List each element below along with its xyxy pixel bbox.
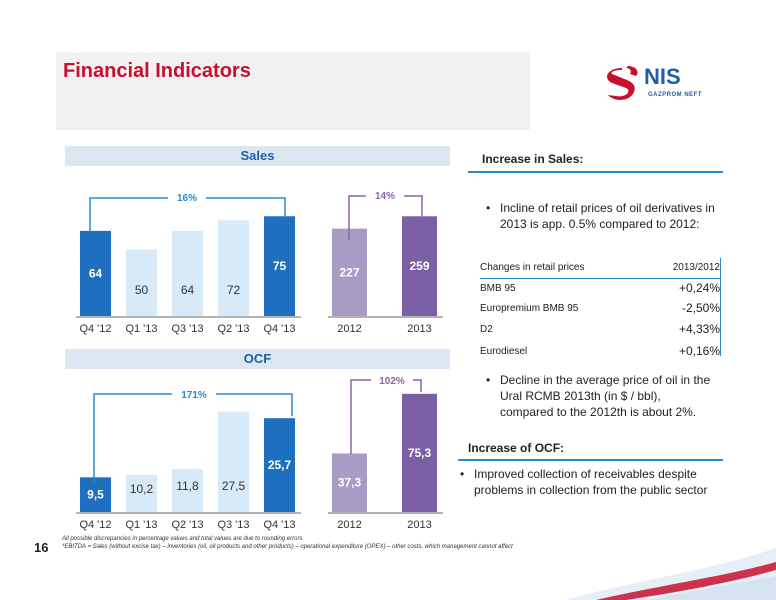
footnote: All possible discrepancies in percentage… — [62, 536, 522, 551]
category-label: 2012 — [337, 519, 361, 531]
bar — [402, 216, 437, 316]
ocf-quarterly-chart: 9,5 Q4 '12 10,2 Q1 '13 11,8 Q2 '13 27,5 Q3 '13 2… — [76, 411, 301, 531]
bar — [80, 230, 111, 316]
nis-logo-mark-icon — [607, 66, 638, 100]
bar — [218, 220, 249, 316]
category-label: Q1 '13 — [125, 323, 157, 335]
sales-title-divider — [468, 171, 723, 173]
sales-growth-bracket-yearly: 14% — [348, 187, 423, 240]
sales-bullet-oil-price: Decline in the average price of oil in t… — [486, 372, 715, 420]
sales-header-label: Sales — [240, 148, 275, 163]
category-label: Q1 '13 — [125, 519, 157, 531]
footnote-ebitda: *EBITDA = Sales (without excise tax) – i… — [62, 543, 513, 550]
corner-swoosh-decoration — [566, 548, 776, 600]
bar-value-label: 37,3 — [338, 476, 362, 490]
ocf-chart: 9,5 Q4 '12 10,2 Q1 '13 11,8 Q2 '13 27,5 Q3 '13 2… — [76, 372, 443, 531]
bar-value-label: 10,2 — [130, 482, 154, 496]
sales-growth-bracket-quarterly: 16% — [89, 189, 286, 232]
ocf-bullet-collection: Improved collection of receivables despi… — [460, 466, 719, 498]
ocf-header-label: OCF — [243, 351, 272, 366]
bar-value-label: 75,3 — [408, 446, 432, 460]
bar-value-label: 11,8 — [176, 479, 199, 493]
bar — [332, 228, 367, 316]
table-header-left: Changes in retail prices — [480, 262, 585, 274]
footnote-rounding: All possible discrepancies in percentage… — [62, 536, 303, 542]
page-title: Financial Indicators — [63, 60, 251, 82]
category-label: Q4 '12 — [79, 323, 111, 335]
ocf-yearly-chart: 37,3 2012 75,3 2013 — [328, 393, 443, 531]
category-label: Q3 '13 — [171, 323, 203, 335]
retail-price-table: Changes in retail prices 2013/2012 BMB 9… — [480, 258, 720, 362]
bar — [218, 411, 249, 512]
ocf-growth-bracket-yearly: 102% — [350, 372, 422, 454]
bar-value-label: 75 — [273, 259, 287, 273]
table-row-label: Europremium BMB 95 — [480, 302, 579, 314]
sales-growth-quarterly-label: 16% — [177, 193, 197, 204]
page-number: 16 — [34, 540, 49, 555]
ocf-header: OCF — [65, 349, 450, 369]
table-row-label: Eurodiesel — [480, 345, 528, 357]
category-label: Q4 '13 — [263, 519, 295, 531]
table-row-value: -2,50% — [681, 301, 720, 315]
title-banner — [56, 52, 530, 130]
logo-text: NIS — [644, 64, 681, 89]
ocf-title-divider — [458, 459, 723, 461]
bar-value-label: 64 — [181, 283, 195, 297]
bar — [264, 418, 295, 512]
sales-growth-yearly-label: 14% — [375, 191, 395, 202]
table-right-border — [720, 258, 721, 356]
category-label: Q2 '13 — [217, 323, 249, 335]
table-row: Eurodiesel +0,16% — [480, 340, 720, 362]
ocf-growth-quarterly-label: 171% — [181, 390, 207, 401]
table-row: D2 +4,33% — [480, 318, 720, 340]
category-label: Q2 '13 — [171, 519, 203, 531]
bar — [264, 216, 295, 316]
bar-value-label: 72 — [227, 283, 241, 297]
table-row-value: +4,33% — [678, 322, 720, 336]
ocf-growth-bracket-quarterly: 171% — [93, 386, 293, 482]
table-row-label: D2 — [480, 323, 493, 335]
table-row-value: +0,16% — [678, 344, 720, 358]
sales-quarterly-chart: 64 Q4 '12 50 Q1 '13 64 Q3 '13 72 Q2 '13 75 Q4 '13 — [76, 216, 301, 335]
bar — [126, 474, 157, 512]
bar — [172, 468, 203, 512]
bar — [80, 477, 111, 512]
sales-header: Sales — [65, 146, 450, 166]
nis-logo: NIS GAZPROM NEFT — [600, 62, 720, 106]
table-row-value: +0,24% — [678, 281, 720, 296]
bar-value-label: 64 — [89, 266, 103, 280]
category-label: Q3 '13 — [217, 519, 249, 531]
category-label: Q4 '13 — [263, 323, 295, 335]
bar-value-label: 259 — [409, 259, 429, 273]
bar-value-label: 25,7 — [268, 458, 292, 472]
table-row: BMB 95 +0,24% — [480, 278, 720, 298]
table-row: Europremium BMB 95 -2,50% — [480, 298, 720, 318]
category-label: 2013 — [407, 519, 431, 531]
category-label: Q4 '12 — [79, 519, 111, 531]
bar — [126, 249, 157, 316]
bar — [172, 230, 203, 316]
logo-subtext: GAZPROM NEFT — [648, 92, 702, 98]
bar — [402, 393, 437, 512]
sales-yearly-chart: 227 2012 259 2013 — [328, 216, 443, 335]
bar-value-label: 9,5 — [87, 488, 104, 502]
table-row-label: BMB 95 — [480, 282, 516, 294]
table-header-right: 2013/2012 — [672, 262, 720, 274]
sales-bullet-retail-prices: Incline of retail prices of oil derivati… — [486, 200, 715, 232]
bar-value-label: 27,5 — [222, 479, 246, 493]
bar-value-label: 227 — [339, 265, 359, 279]
bar-value-label: 50 — [135, 283, 149, 297]
sales-chart: 64 Q4 '12 50 Q1 '13 64 Q3 '13 72 Q2 '13 75 Q4 '13… — [76, 187, 443, 335]
ocf-growth-yearly-label: 102% — [379, 376, 405, 387]
category-label: 2013 — [407, 323, 431, 335]
sales-increase-title: Increase in Sales: — [482, 152, 584, 166]
category-label: 2012 — [337, 323, 361, 335]
bar — [332, 453, 367, 512]
ocf-increase-title: Increase of OCF: — [468, 441, 565, 455]
